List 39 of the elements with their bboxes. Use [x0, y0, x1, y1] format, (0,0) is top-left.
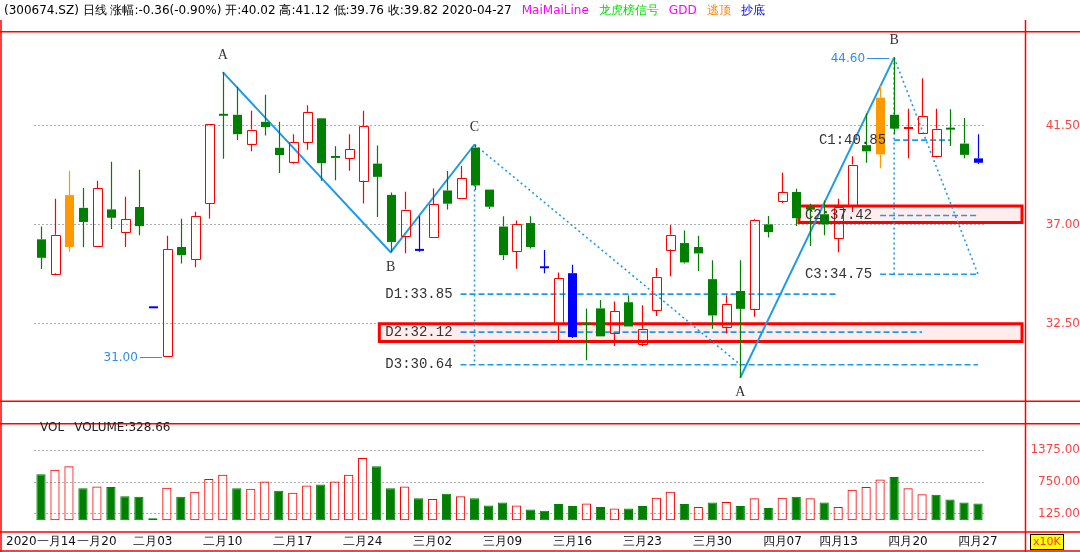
text: GDD: [668, 3, 697, 17]
text: 44.60: [830, 50, 866, 65]
text: 抄底: [740, 3, 765, 17]
x-tick-label: 一月20: [77, 533, 117, 548]
data-label: D2:32.12: [385, 323, 453, 340]
chart-title: (300674.SZ) 日线 涨幅:-0.36(-0.90%) 开:40.02 高:41.12 低:39.76 收:39.82 2020-04-27: [4, 3, 512, 17]
y-tick-label: 125.00: [1038, 506, 1080, 521]
text: 逃顶: [706, 3, 731, 17]
x-tick-label: 二月03: [133, 533, 173, 548]
x-tick-label: 三月16: [552, 533, 593, 548]
x-tick-label: 三月30: [692, 533, 732, 548]
data-label: B: [385, 258, 396, 274]
data-label: C3:34.75: [804, 266, 873, 282]
y-tick-label: 37.00: [1045, 216, 1080, 231]
x-tick-label: 三月02: [412, 533, 453, 548]
data-label: D1:33.85: [385, 285, 453, 302]
data-label: A: [217, 46, 229, 62]
text: 31.00: [103, 349, 138, 364]
data-label: A: [735, 384, 747, 400]
y-tick-label: 750.00: [1038, 474, 1080, 489]
x-tick-label: 四月13: [818, 533, 858, 548]
x-tick-label: 三月23: [622, 533, 662, 548]
y-tick-label: 41.50: [1045, 117, 1080, 132]
text: MaiMaiLine: [521, 3, 589, 17]
data-label: B: [889, 32, 899, 48]
x-tick-label: 四月27: [958, 533, 998, 548]
x-tick-label: 二月10: [203, 533, 243, 548]
x-tick-label: 四月20: [888, 533, 928, 548]
x-tick-label: 三月09: [482, 533, 523, 548]
y-axis-title: x10K: [1030, 534, 1064, 550]
data-label: D3:30.64: [385, 356, 453, 373]
x-tick-label: 四月07: [762, 533, 802, 548]
y-tick-label: 1375.00: [1030, 442, 1080, 457]
x-tick-label: 二月17: [273, 533, 313, 548]
text: 龙虎榜信号: [598, 3, 659, 17]
x-tick-label: 2020一月14: [6, 533, 76, 548]
data-label: C: [469, 119, 480, 135]
x-tick-label: 二月24: [343, 533, 383, 548]
y-tick-label: 32.50: [1045, 315, 1080, 330]
